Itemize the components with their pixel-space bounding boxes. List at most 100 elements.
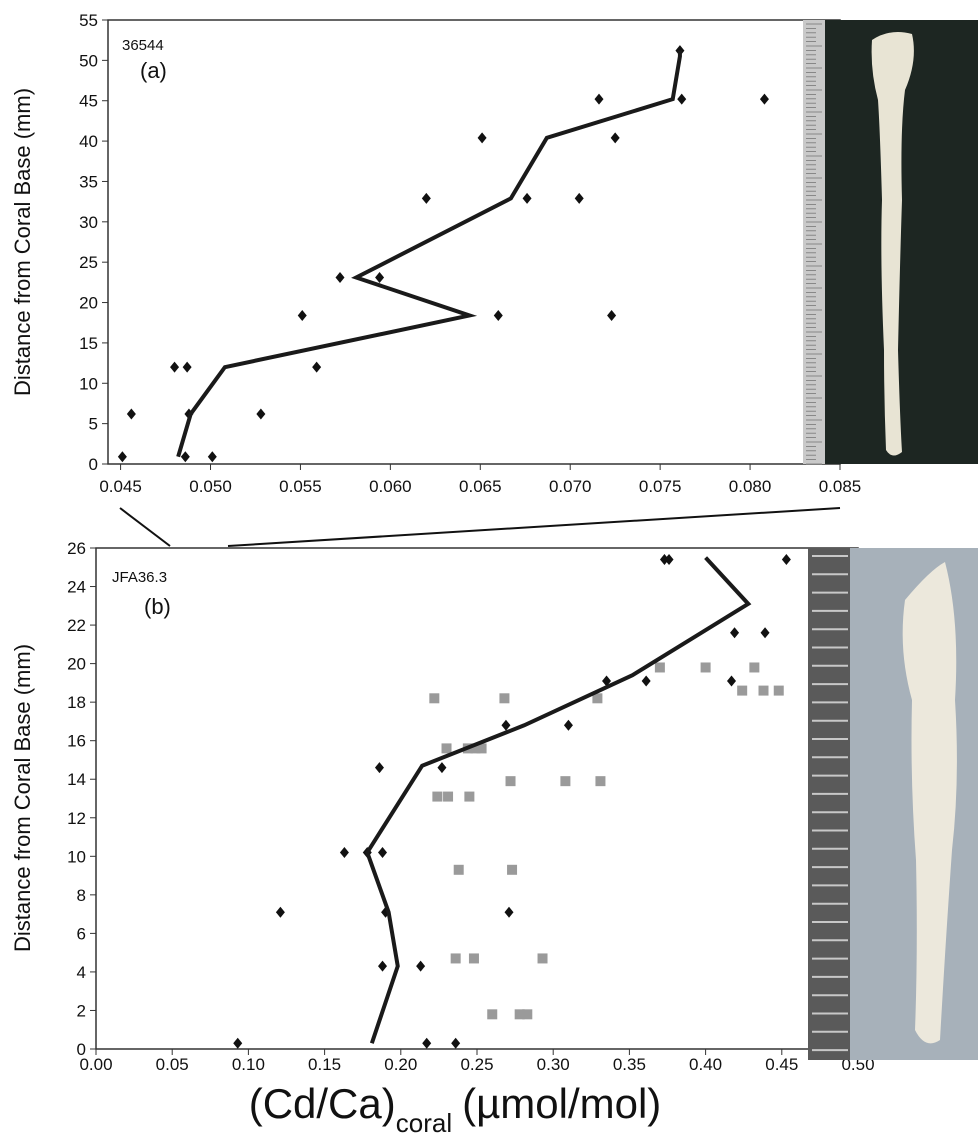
x-tick-label: 0.070 — [549, 477, 592, 496]
x-tick-label: 0.20 — [384, 1055, 417, 1074]
square-point — [464, 791, 475, 802]
y-tick-label: 22 — [67, 616, 86, 635]
square-point — [749, 662, 760, 673]
square-point — [429, 693, 440, 704]
diamond-point — [182, 361, 192, 373]
y-tick-label: 50 — [79, 51, 98, 70]
plot-frame — [95, 547, 859, 1050]
square-point — [560, 776, 571, 787]
diamond-point — [664, 554, 674, 566]
diamond-point — [375, 272, 385, 284]
y-tick-label: 10 — [79, 374, 98, 393]
diamond-point — [180, 451, 190, 463]
ruler — [803, 20, 825, 464]
y-tick-label: 40 — [79, 132, 98, 151]
y-tick-label: 55 — [79, 11, 98, 30]
square-point — [654, 662, 665, 673]
square-point — [595, 776, 606, 787]
diamond-point — [422, 1037, 432, 1049]
diamond-point — [781, 554, 791, 566]
y-tick-label: 0 — [77, 1040, 86, 1059]
x-tick-label: 0.060 — [369, 477, 412, 496]
diamond-point — [378, 960, 388, 972]
x-axis-title: (Cd/Ca)coral (µmol/mol) — [249, 1080, 662, 1137]
y-tick-label: 4 — [77, 963, 86, 982]
diamond-point — [416, 960, 426, 972]
specimen-label: JFA36.3 — [112, 569, 167, 586]
y-tick-label: 30 — [79, 213, 98, 232]
x-tick-label: 0.055 — [279, 477, 322, 496]
square-point — [470, 743, 481, 754]
specimen-label: 36544 — [122, 37, 164, 54]
zoom-connector — [119, 507, 171, 547]
diamond-point — [607, 309, 617, 321]
y-tick-label: 35 — [79, 172, 98, 191]
x-tick-label: 0.10 — [232, 1055, 265, 1074]
square-point — [507, 864, 518, 875]
square-point — [499, 693, 510, 704]
diamond-point — [659, 554, 669, 566]
diamond-point — [297, 309, 307, 321]
x-axis-title-units: (µmol/mol) — [462, 1080, 661, 1127]
y-axis-title: Distance from Coral Base (mm) — [10, 644, 35, 952]
y-tick-label: 26 — [67, 539, 86, 558]
diamond-point — [641, 675, 651, 687]
diamond-point — [378, 846, 388, 858]
y-tick-label: 24 — [67, 578, 86, 597]
x-tick-label: 0.080 — [729, 477, 772, 496]
y-tick-label: 0 — [89, 455, 98, 474]
square-point — [505, 776, 516, 787]
y-tick-label: 16 — [67, 732, 86, 751]
x-tick-label: 0.05 — [156, 1055, 189, 1074]
y-tick-label: 14 — [67, 770, 86, 789]
x-tick-label: 0.45 — [765, 1055, 798, 1074]
plot-frame — [107, 19, 841, 465]
y-tick-label: 8 — [77, 886, 86, 905]
y-tick-label: 15 — [79, 334, 98, 353]
diamond-point — [563, 719, 573, 731]
square-point — [737, 685, 748, 696]
diamond-point — [501, 719, 511, 731]
square-point — [592, 693, 603, 704]
zoom-connector — [227, 507, 841, 547]
diamond-point — [437, 762, 447, 774]
diamond-point — [504, 906, 514, 918]
square-point — [487, 1009, 498, 1020]
square-point — [758, 685, 769, 696]
y-tick-label: 2 — [77, 1001, 86, 1020]
diamond-point — [256, 408, 266, 420]
panel-label: (a) — [140, 58, 167, 83]
x-tick-label: 0.085 — [819, 477, 862, 496]
diamond-point — [421, 192, 431, 204]
square-point — [476, 743, 487, 754]
diamond-point — [760, 627, 770, 639]
ruler — [808, 548, 850, 1060]
y-tick-label: 6 — [77, 924, 86, 943]
x-tick-label: 0.35 — [613, 1055, 646, 1074]
photos — [803, 20, 978, 1060]
x-tick-label: 0.065 — [459, 477, 502, 496]
square-point — [443, 791, 454, 802]
square-point — [522, 1009, 533, 1020]
square-point — [773, 685, 784, 696]
panel-label: (b) — [144, 594, 171, 619]
diamond-point — [275, 906, 285, 918]
trend-line — [365, 556, 752, 1044]
diamond-point — [339, 846, 349, 858]
square-point — [468, 953, 479, 964]
square-point — [441, 743, 452, 754]
diamond-point — [207, 451, 217, 463]
diamond-point — [602, 675, 612, 687]
diamond-point — [594, 93, 604, 105]
diamond-point — [677, 93, 687, 105]
square-point — [537, 953, 548, 964]
coral — [902, 562, 957, 1044]
diamond-point — [493, 309, 503, 321]
x-tick-label: 0.30 — [537, 1055, 570, 1074]
coral — [871, 32, 914, 456]
diamond-point — [759, 93, 769, 105]
diamond-point — [574, 192, 584, 204]
square-point — [450, 953, 461, 964]
